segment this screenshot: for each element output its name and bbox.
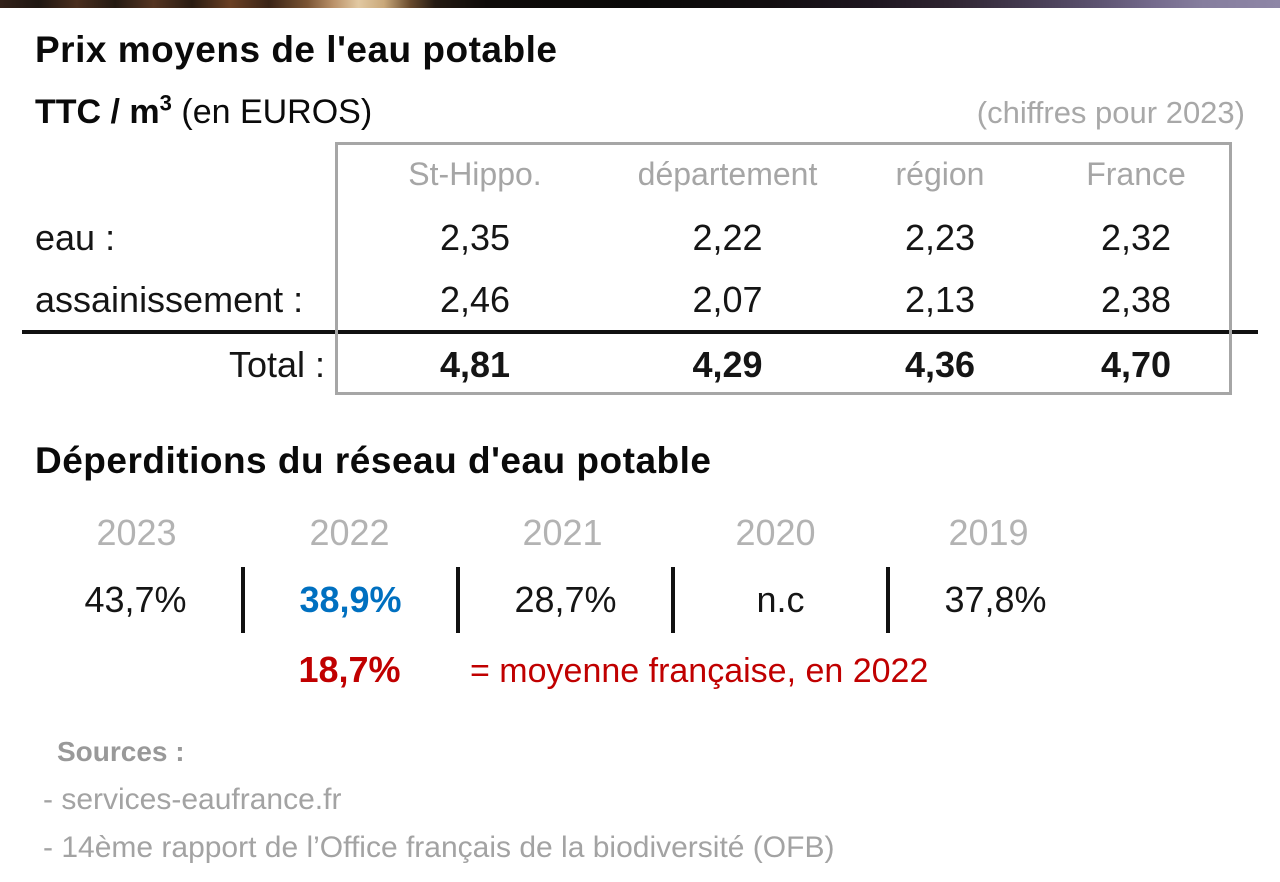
cell-assainissement-france: 2,38 <box>1100 278 1172 320</box>
source-item-ofb-report: - 14ème rapport de l’Office français de … <box>43 831 835 864</box>
row-label-assainissement: assainissement : <box>35 278 304 320</box>
losses-section-title: Déperditions du réseau d'eau potable <box>35 440 712 481</box>
column-header-region: région <box>895 156 985 192</box>
french-average-value: 18,7% <box>298 649 401 690</box>
unit-label: TTC / m3 (en EUROS) <box>35 92 372 132</box>
sources-title: Sources : <box>57 736 185 767</box>
year-2022: 2022 <box>309 512 390 553</box>
photo-edge-strip <box>0 0 1280 8</box>
sources-block: Sources : - services-eaufrance.fr - 14èm… <box>0 735 1280 865</box>
loss-value-2021: 28,7% <box>514 579 617 620</box>
unit-prefix: TTC / m <box>35 93 160 131</box>
cell-assainissement-st-hippo: 2,46 <box>439 278 511 320</box>
table-header-row: St-Hippo. département région France <box>0 142 1280 207</box>
year-2020: 2020 <box>735 512 816 553</box>
cell-total-departement: 4,29 <box>692 343 763 385</box>
source-item-eaufrance: - services-eaufrance.fr <box>43 783 342 816</box>
table-row-eau: eau : 2,35 2,22 2,23 2,32 <box>0 207 1280 269</box>
figures-year-note: (chiffres pour 2023) <box>976 95 1245 130</box>
year-2023: 2023 <box>96 512 177 553</box>
cell-eau-region: 2,23 <box>904 217 976 258</box>
cell-eau-france: 2,32 <box>1100 217 1172 258</box>
unit-suffix: (en EUROS) <box>171 93 373 131</box>
price-table: St-Hippo. département région France eau … <box>0 142 1280 395</box>
year-2019: 2019 <box>948 512 1029 553</box>
row-label-total: Total : <box>228 343 325 385</box>
cell-eau-st-hippo: 2,35 <box>439 217 511 258</box>
french-average-label: = moyenne française, en 2022 <box>470 652 929 690</box>
value-divider-bar <box>241 567 245 633</box>
french-average-row: 18,7% = moyenne française, en 2022 <box>30 649 1280 693</box>
cell-total-france: 4,70 <box>1100 343 1172 385</box>
total-divider-line <box>22 330 1258 334</box>
losses-values-row: 43,7% 38,9% 28,7% n.c 37,8% <box>30 567 1280 633</box>
cell-total-region: 4,36 <box>904 343 976 385</box>
subtitle-row: TTC / m3 (en EUROS) (chiffres pour 2023) <box>0 92 1280 132</box>
year-2021: 2021 <box>522 512 603 553</box>
column-header-france: France <box>1086 156 1186 192</box>
value-divider-bar <box>886 567 890 633</box>
row-label-eau: eau : <box>35 217 116 258</box>
column-header-st-hippo: St-Hippo. <box>408 156 542 192</box>
table-row-total: Total : 4,81 4,29 4,36 4,70 <box>0 334 1280 395</box>
value-divider-bar <box>456 567 460 633</box>
value-divider-bar <box>671 567 675 633</box>
page-title: Prix moyens de l'eau potable <box>35 29 558 70</box>
cell-total-st-hippo: 4,81 <box>439 343 511 385</box>
column-header-departement: département <box>637 156 818 192</box>
cell-assainissement-region: 2,13 <box>904 278 976 320</box>
cell-assainissement-departement: 2,07 <box>692 278 763 320</box>
loss-value-2023: 43,7% <box>84 579 187 620</box>
loss-value-2022: 38,9% <box>299 579 402 620</box>
unit-exponent: 3 <box>159 90 172 116</box>
loss-value-2020: n.c <box>756 579 805 620</box>
table-row-assainissement: assainissement : 2,46 2,07 2,13 2,38 <box>0 269 1280 330</box>
cell-eau-departement: 2,22 <box>692 217 763 258</box>
loss-value-2019: 37,8% <box>944 579 1047 620</box>
losses-years-row: 2023 2022 2021 2020 2019 <box>30 511 1280 555</box>
